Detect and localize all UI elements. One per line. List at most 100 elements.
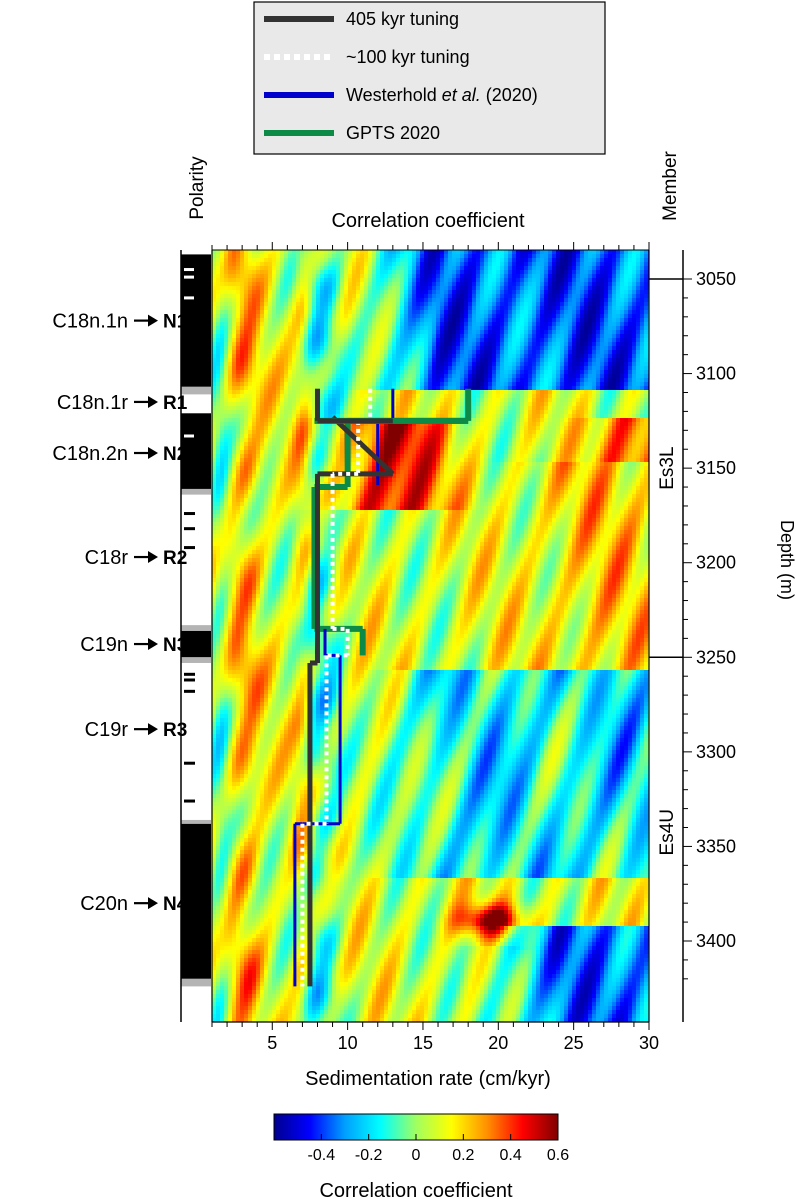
heatmap-cell <box>292 390 297 395</box>
heatmap-cell <box>412 342 417 347</box>
heatmap-cell <box>340 286 345 291</box>
heatmap-cell <box>468 286 473 291</box>
heatmap-cell <box>560 270 565 275</box>
heatmap-cell <box>324 286 329 291</box>
heatmap-cell <box>236 398 241 403</box>
heatmap-cell <box>620 302 625 307</box>
heatmap-cell <box>592 274 597 279</box>
heatmap-cell <box>624 282 629 287</box>
heatmap-cell <box>580 294 585 299</box>
heatmap-cell <box>340 350 345 355</box>
heatmap-cell <box>332 390 337 395</box>
heatmap-cell <box>248 414 253 419</box>
heatmap-cell <box>400 402 405 407</box>
heatmap-cell <box>496 346 501 351</box>
heatmap-cell <box>288 286 293 291</box>
heatmap-cell <box>360 294 365 299</box>
heatmap-cell <box>460 250 465 255</box>
heatmap-cell <box>540 262 545 267</box>
heatmap-cell <box>240 326 245 331</box>
heatmap-cell <box>244 334 249 339</box>
heatmap-cell <box>504 374 509 379</box>
heatmap-cell <box>264 262 269 267</box>
heatmap-cell <box>276 350 281 355</box>
heatmap-cell <box>532 374 537 379</box>
heatmap-cell <box>376 254 381 259</box>
heatmap-cell <box>292 362 297 367</box>
heatmap-cell <box>280 398 285 403</box>
heatmap-cell <box>348 270 353 275</box>
heatmap-cell <box>300 426 305 431</box>
heatmap-cell <box>608 278 613 283</box>
heatmap-cell <box>408 318 413 323</box>
heatmap-cell <box>484 414 489 419</box>
heatmap-cell <box>376 410 381 415</box>
heatmap-cell <box>324 386 329 391</box>
heatmap-cell <box>592 306 597 311</box>
heatmap-cell <box>456 338 461 343</box>
heatmap-cell <box>260 274 265 279</box>
heatmap-cell <box>544 422 549 427</box>
heatmap-cell <box>300 398 305 403</box>
heatmap-cell <box>476 378 481 383</box>
heatmap-cell <box>528 386 533 391</box>
heatmap-cell <box>396 258 401 263</box>
heatmap-cell <box>440 262 445 267</box>
heatmap-cell <box>220 302 225 307</box>
heatmap-cell <box>272 430 277 435</box>
heatmap-cell <box>580 282 585 287</box>
heatmap-cell <box>540 354 545 359</box>
heatmap-cell <box>276 262 281 267</box>
heatmap-cell <box>304 286 309 291</box>
heatmap-cell <box>588 354 593 359</box>
heatmap-cell <box>272 306 277 311</box>
heatmap-cell <box>492 402 497 407</box>
heatmap-cell <box>644 330 649 335</box>
heatmap-cell <box>252 290 257 295</box>
heatmap-cell <box>480 394 485 399</box>
heatmap-cell <box>260 250 265 255</box>
heatmap-cell <box>448 290 453 295</box>
heatmap-cell <box>284 418 289 423</box>
heatmap-cell <box>556 278 561 283</box>
heatmap-cell <box>396 426 401 431</box>
heatmap-cell <box>560 278 565 283</box>
heatmap-cell <box>252 266 257 271</box>
heatmap-cell <box>452 290 457 295</box>
heatmap-cell <box>472 362 477 367</box>
heatmap-cell <box>620 322 625 327</box>
heatmap-cell <box>572 346 577 351</box>
heatmap-cell <box>252 350 257 355</box>
heatmap-cell <box>572 310 577 315</box>
heatmap-cell <box>488 298 493 303</box>
heatmap-cell <box>412 290 417 295</box>
heatmap-cell <box>400 398 405 403</box>
heatmap-cell <box>568 306 573 311</box>
heatmap-cell <box>532 358 537 363</box>
heatmap-cell <box>620 286 625 291</box>
heatmap-cell <box>644 282 649 287</box>
heatmap-cell <box>448 358 453 363</box>
heatmap-cell <box>564 346 569 351</box>
heatmap-cell <box>488 310 493 315</box>
heatmap-cell <box>268 430 273 435</box>
heatmap-cell <box>576 394 581 399</box>
heatmap-cell <box>432 250 437 255</box>
heatmap-cell <box>488 330 493 335</box>
heatmap-cell <box>584 298 589 303</box>
heatmap-cell <box>224 414 229 419</box>
heatmap-cell <box>268 302 273 307</box>
heatmap-cell <box>312 370 317 375</box>
heatmap-cell <box>496 302 501 307</box>
heatmap-cell <box>452 382 457 387</box>
heatmap-cell <box>628 418 633 423</box>
heatmap-cell <box>356 414 361 419</box>
heatmap-cell <box>436 378 441 383</box>
heatmap-cell <box>568 310 573 315</box>
heatmap-cell <box>268 414 273 419</box>
heatmap-cell <box>632 254 637 259</box>
heatmap-cell <box>244 414 249 419</box>
heatmap-cell <box>504 390 509 395</box>
heatmap-cell <box>260 406 265 411</box>
heatmap-cell <box>216 326 221 331</box>
